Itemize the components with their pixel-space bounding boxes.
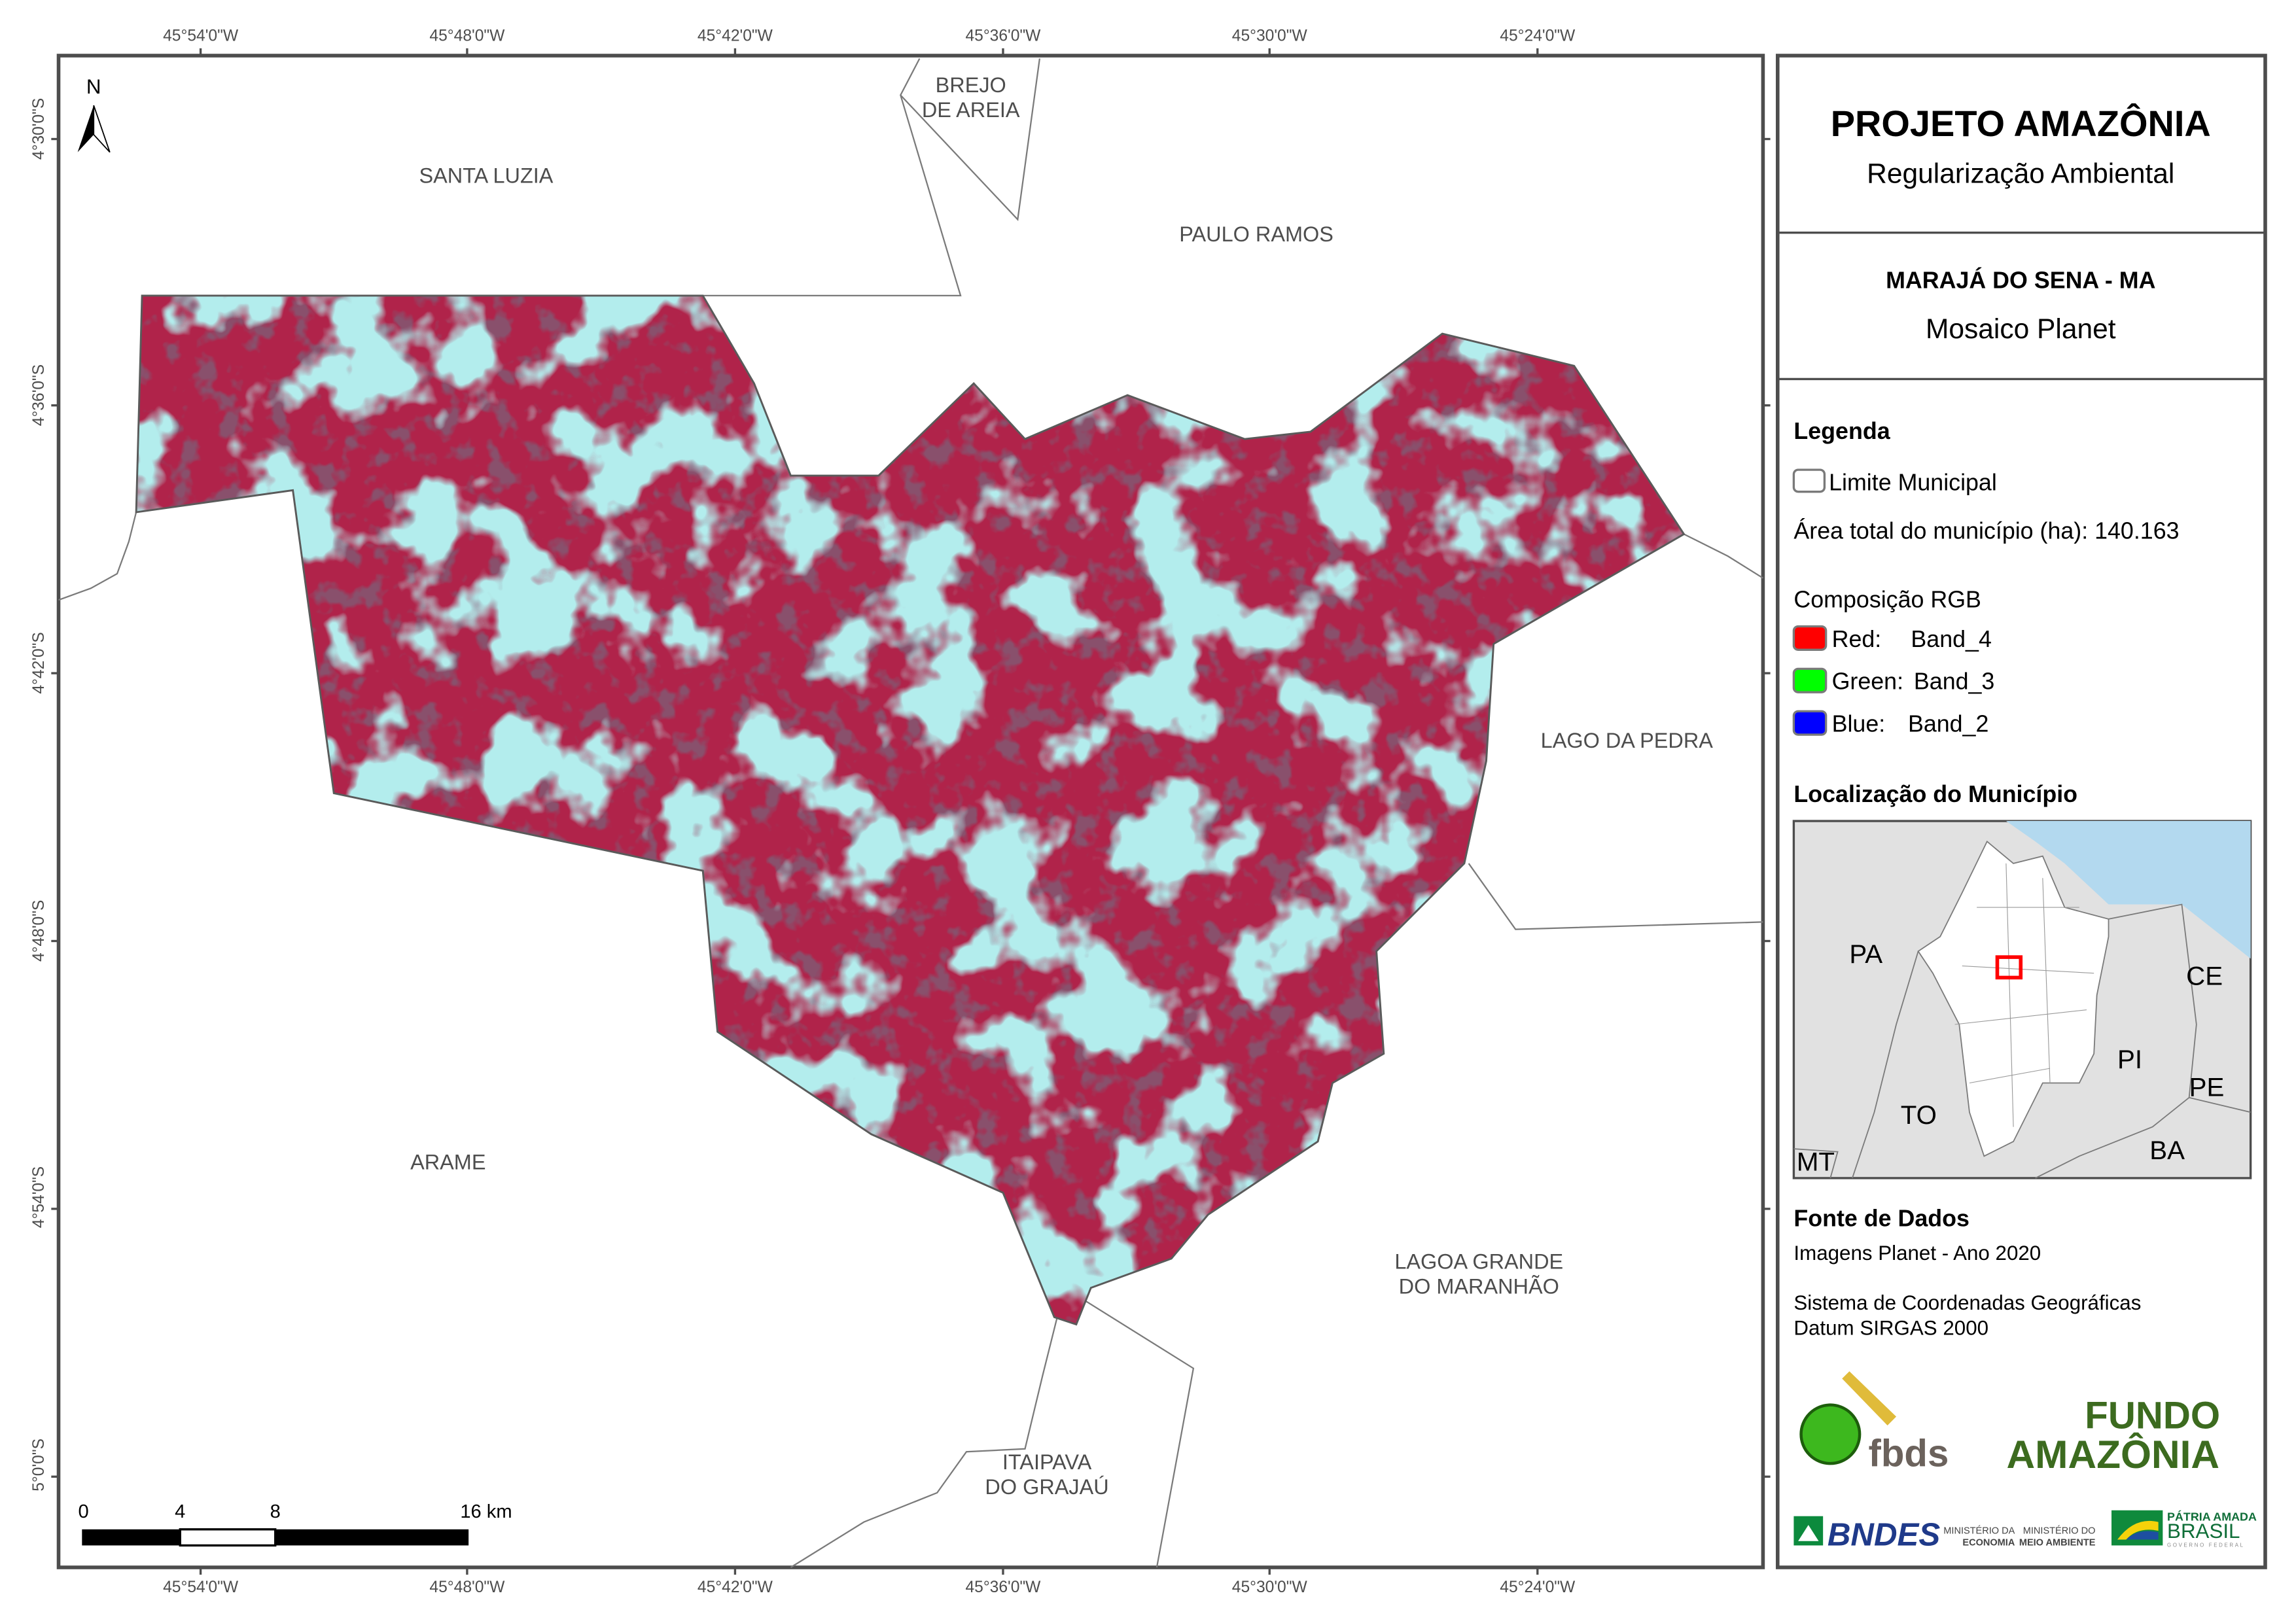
- scale-label: 4: [175, 1501, 185, 1522]
- tick-label: 45°30'0"W: [1232, 1579, 1308, 1596]
- tick-label: 45°36'0"W: [965, 27, 1041, 45]
- svg-text:fbds: fbds: [1869, 1433, 1949, 1475]
- product-title: Mosaico Planet: [1926, 314, 2116, 345]
- label-lagoa-grande: LAGOA GRANDE: [1394, 1250, 1563, 1274]
- tick-label: 45°42'0"W: [698, 1579, 773, 1596]
- inset-label: BA: [2149, 1136, 2185, 1165]
- tick-label: 45°30'0"W: [1232, 27, 1308, 45]
- neighbor-boundaries: [58, 58, 1764, 1568]
- red-swatch: [1792, 625, 1828, 651]
- label-itaipava: ITAIPAVA: [1002, 1450, 1092, 1474]
- inset-label: PA: [1849, 939, 1882, 969]
- svg-text:MINISTÉRIO DA: MINISTÉRIO DA: [1943, 1526, 2015, 1537]
- tick-label: 4°30'0"S: [30, 98, 48, 160]
- inset-label: PE: [2189, 1073, 2225, 1102]
- label-brejo-de-areia: BREJO: [936, 73, 1006, 97]
- info-panel: PROJETO AMAZÔNIA Regularização Ambiental…: [1775, 54, 2267, 1569]
- label-arame: ARAME: [410, 1150, 486, 1174]
- fbds-logo: fbds: [1799, 1371, 1949, 1475]
- svg-text:MEIO AMBIENTE: MEIO AMBIENTE: [2019, 1537, 2096, 1548]
- svg-text:N: N: [86, 75, 101, 98]
- tick-label: 4°48'0"S: [30, 900, 48, 962]
- project-subtitle: Regularização Ambiental: [1867, 159, 2174, 190]
- tick-label: 45°24'0"W: [1500, 1579, 1576, 1596]
- label-itaipava-2: DO GRAJAÚ: [985, 1475, 1108, 1499]
- top-tick-labels: 45°54'0"W 45°48'0"W 45°42'0"W 45°36'0"W …: [163, 27, 1576, 45]
- sources-title: Fonte de Dados: [1793, 1206, 1969, 1232]
- tick-label: 4°54'0"S: [30, 1166, 48, 1228]
- band-value: Band_4: [1911, 626, 1991, 652]
- tick-label: 45°48'0"W: [429, 27, 505, 45]
- inset-label: MT: [1797, 1147, 1835, 1177]
- svg-text:AMAZÔNIA: AMAZÔNIA: [2006, 1432, 2219, 1476]
- legend-title: Legenda: [1793, 418, 1890, 444]
- blue-swatch: [1792, 710, 1828, 736]
- ministries-logo: MINISTÉRIO DA ECONOMIA MINISTÉRIO DO MEI…: [1943, 1526, 2095, 1548]
- label-lago-da-pedra: LAGO DA PEDRA: [1541, 729, 1714, 752]
- scale-label: 8: [270, 1501, 281, 1522]
- scale-label: 0: [78, 1501, 88, 1522]
- tick-label: 45°24'0"W: [1500, 27, 1576, 45]
- tick-label: 4°36'0"S: [30, 364, 48, 426]
- svg-text:BNDES: BNDES: [1828, 1516, 1940, 1552]
- svg-text:MINISTÉRIO DO: MINISTÉRIO DO: [2023, 1526, 2096, 1537]
- scale-label: 16 km: [460, 1501, 512, 1522]
- project-title: PROJETO AMAZÔNIA: [1831, 103, 2211, 144]
- label-brejo-de-areia-2: DE AREIA: [922, 98, 1020, 122]
- graticule-ticks: [51, 48, 1771, 1575]
- label-santa-luzia: SANTA LUZIA: [419, 164, 554, 188]
- inset-label: CE: [2186, 962, 2223, 991]
- location-inset-map: PA CE PI TO PE BA MT: [1792, 820, 2252, 1179]
- band-label: Red:: [1832, 626, 1882, 652]
- left-tick-labels: 4°30'0"S 4°36'0"S 4°42'0"S 4°48'0"S 4°54…: [30, 98, 48, 1492]
- svg-text:GOVERNO FEDERAL: GOVERNO FEDERAL: [2167, 1543, 2245, 1548]
- tick-label: 5°0'0"S: [30, 1439, 48, 1492]
- limit-swatch: [1792, 468, 1826, 493]
- scale-bar: 0 4 8 16 km: [78, 1501, 512, 1547]
- tick-label: 45°54'0"W: [163, 27, 239, 45]
- band-value: Band_2: [1908, 711, 1988, 737]
- inset-label: PI: [2117, 1045, 2142, 1074]
- municipality-title: MARAJÁ DO SENA - MA: [1886, 268, 2155, 294]
- svg-text:BRASIL: BRASIL: [2167, 1520, 2240, 1543]
- green-swatch: [1792, 667, 1828, 693]
- tick-label: 4°42'0"S: [30, 632, 48, 693]
- band-value: Band_3: [1914, 669, 1994, 695]
- tick-label: 45°48'0"W: [429, 1579, 505, 1596]
- source-images: Imagens Planet - Ano 2020: [1793, 1242, 2041, 1265]
- bndes-logo: BNDES: [1793, 1516, 1940, 1552]
- svg-text:PÁTRIA AMADA: PÁTRIA AMADA: [2167, 1509, 2257, 1523]
- svg-text:FUNDO: FUNDO: [2085, 1394, 2220, 1437]
- inset-label: TO: [1901, 1100, 1937, 1130]
- north-arrow-icon: N: [77, 75, 111, 153]
- governo-federal-logo: PÁTRIA AMADA BRASIL GOVERNO FEDERAL: [2111, 1509, 2257, 1548]
- band-label: Green:: [1832, 669, 1903, 695]
- label-lagoa-grande-2: DO MARANHÃO: [1399, 1274, 1559, 1299]
- location-title: Localização do Município: [1793, 781, 2077, 807]
- tick-label: 45°36'0"W: [965, 1579, 1041, 1596]
- area-text: Área total do município (ha): 140.163: [1793, 517, 2179, 544]
- rgb-title: Composição RGB: [1793, 586, 1981, 612]
- legend-limit-label: Limite Municipal: [1829, 469, 1997, 495]
- location-marker: [1995, 955, 2023, 980]
- bottom-tick-labels: 45°54'0"W 45°48'0"W 45°42'0"W 45°36'0"W …: [163, 1579, 1576, 1596]
- fundo-amazonia-logo: FUNDO AMAZÔNIA: [2006, 1394, 2220, 1476]
- label-paulo-ramos: PAULO RAMOS: [1179, 222, 1333, 246]
- tick-label: 45°42'0"W: [698, 27, 773, 45]
- crs-line-1: Sistema de Coordenadas Geográficas: [1793, 1291, 2141, 1314]
- band-label: Blue:: [1832, 711, 1886, 737]
- svg-text:ECONOMIA: ECONOMIA: [1962, 1537, 2015, 1548]
- tick-label: 45°54'0"W: [163, 1579, 239, 1596]
- neighbor-labels: SANTA LUZIA BREJO DE AREIA PAULO RAMOS L…: [410, 73, 1713, 1499]
- crs-line-2: Datum SIRGAS 2000: [1793, 1316, 1988, 1339]
